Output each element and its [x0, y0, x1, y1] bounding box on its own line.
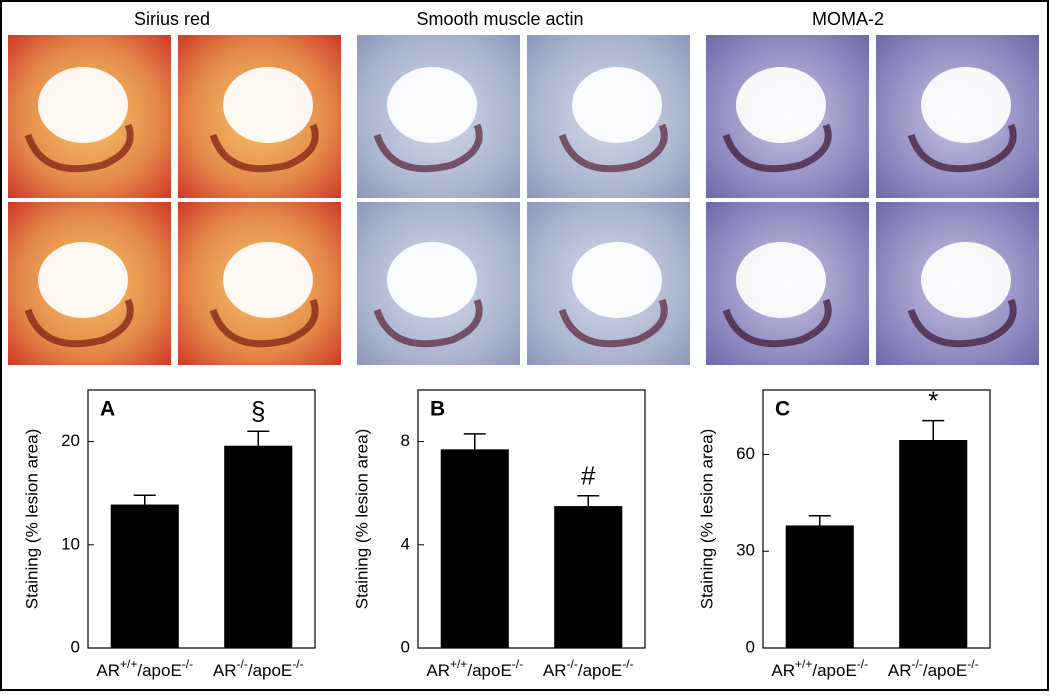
image-header: Sirius red — [134, 9, 210, 29]
significance-mark: # — [581, 461, 596, 491]
x-tick-label: AR-/-/apoE-/- — [888, 657, 979, 680]
bar — [224, 445, 293, 648]
lesion-plaque — [558, 123, 668, 173]
bar — [440, 449, 509, 648]
y-tick-label: 8 — [401, 431, 410, 450]
y-tick-label: 0 — [746, 637, 755, 656]
y-tick-label: 4 — [401, 534, 410, 553]
y-tick-label: 0 — [401, 637, 410, 656]
error-bar — [463, 433, 486, 450]
lesion-plaque — [722, 123, 832, 173]
y-tick-label: 0 — [71, 637, 80, 656]
lumen — [387, 242, 477, 318]
lesion-plaque — [209, 298, 319, 348]
y-tick-label: 60 — [736, 444, 755, 463]
y-axis-label: Staining (% lesion area) — [22, 429, 41, 609]
x-tick-label: AR+/+/apoE-/- — [96, 657, 193, 680]
x-tick-label: AR-/-/apoE-/- — [543, 657, 634, 680]
y-axis-label: Staining (% lesion area) — [352, 429, 371, 609]
lumen — [387, 67, 477, 143]
error-bar — [247, 430, 270, 446]
significance-mark: * — [928, 386, 938, 416]
y-axis-label: Staining (% lesion area) — [697, 429, 716, 609]
plot-frame — [417, 389, 646, 649]
lumen — [572, 67, 662, 143]
bar — [554, 506, 623, 648]
lesion-plaque — [722, 298, 832, 348]
lumen — [38, 67, 128, 143]
lesion-plaque — [907, 123, 1017, 173]
y-tick-label: 10 — [61, 534, 80, 553]
lumen — [38, 242, 128, 318]
lesion-plaque — [24, 298, 134, 348]
error-bar — [133, 494, 156, 505]
x-tick-label: AR-/-/apoE-/- — [213, 657, 304, 680]
panel-label: B — [430, 398, 445, 421]
lesion-plaque — [373, 298, 483, 348]
bar — [785, 525, 854, 648]
y-tick-label: 20 — [61, 431, 80, 450]
image-header: MOMA-2 — [812, 9, 884, 29]
y-tick-label: 30 — [736, 541, 755, 560]
lesion-plaque — [558, 298, 668, 348]
error-bar — [808, 515, 831, 526]
x-tick-label: AR+/+/apoE-/- — [426, 657, 523, 680]
lumen — [921, 67, 1011, 143]
lumen — [736, 67, 826, 143]
plot-frame — [762, 389, 991, 649]
lesion-plaque — [907, 298, 1017, 348]
error-bar — [577, 495, 600, 507]
lumen — [736, 242, 826, 318]
lumen — [572, 242, 662, 318]
lesion-plaque — [373, 123, 483, 173]
panel-label: C — [775, 398, 790, 421]
panel-label: A — [100, 398, 115, 421]
plot-frame — [87, 389, 316, 649]
lumen — [921, 242, 1011, 318]
lumen — [223, 67, 313, 143]
lesion-plaque — [24, 123, 134, 173]
bar — [899, 439, 968, 648]
error-bar — [922, 419, 945, 440]
significance-mark: § — [251, 396, 265, 426]
lesion-plaque — [209, 123, 319, 173]
bar — [110, 504, 179, 648]
lumen — [223, 242, 313, 318]
image-header: Smooth muscle actin — [416, 9, 583, 29]
micrographs — [8, 35, 1039, 365]
x-tick-label: AR+/+/apoE-/- — [771, 657, 868, 680]
